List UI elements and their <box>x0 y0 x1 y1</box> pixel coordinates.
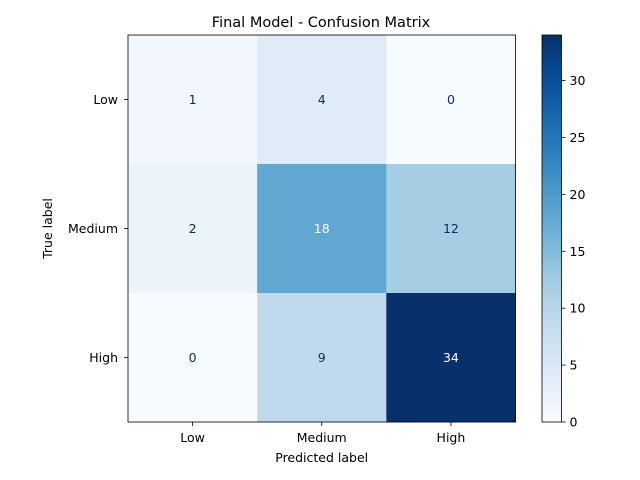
chart-title: Final Model - Confusion Matrix <box>212 15 431 31</box>
x-axis-ticks: Low Medium High <box>180 422 465 445</box>
heatmap-cell-2-0 <box>128 293 258 423</box>
heatmap-cell-2-2 <box>386 293 516 423</box>
cell-value-0-2: 0 <box>447 92 455 107</box>
y-tick-label: Medium <box>68 221 118 236</box>
colorbar-tick-label: 20 <box>570 187 586 202</box>
cell-value-1-2: 12 <box>443 221 459 236</box>
x-axis-label: Predicted label <box>275 450 368 465</box>
colorbar-tick-label: 5 <box>570 358 578 373</box>
heatmap-cell-0-1 <box>257 35 387 165</box>
x-tick-label: Low <box>180 430 205 445</box>
heatmap-cell-0-0 <box>128 35 258 165</box>
heatmap-cell-1-1 <box>257 164 387 294</box>
colorbar-tick-label: 15 <box>570 244 586 259</box>
colorbar <box>541 34 562 423</box>
heatmap-cell-1-2 <box>386 164 516 294</box>
colorbar-tick-label: 25 <box>570 130 586 145</box>
y-axis-ticks: Low Medium High <box>68 92 128 365</box>
colorbar-tick-label: 10 <box>570 301 586 316</box>
y-tick-label: High <box>89 350 118 365</box>
cell-value-0-0: 1 <box>189 92 197 107</box>
colorbar-tick-label: 30 <box>570 73 586 88</box>
colorbar-tick-label: 0 <box>570 415 578 430</box>
y-tick-label: Low <box>93 92 118 107</box>
x-tick-label: Medium <box>297 430 347 445</box>
heatmap-cell-0-2 <box>386 35 516 165</box>
cell-value-2-0: 0 <box>189 350 197 365</box>
y-axis-label: True label <box>40 198 55 260</box>
cell-value-1-0: 2 <box>189 221 197 236</box>
heatmap-cells <box>128 35 516 423</box>
cell-value-2-2: 34 <box>443 350 459 365</box>
x-tick-label: High <box>437 430 466 445</box>
cell-value-2-1: 9 <box>318 350 326 365</box>
cell-value-0-1: 4 <box>318 92 326 107</box>
heatmap-cell-2-1 <box>257 293 387 423</box>
cell-value-labels: 1 4 0 2 18 12 0 9 34 <box>189 92 459 365</box>
colorbar-ticks: 0 5 10 15 20 25 30 <box>561 73 586 430</box>
cell-value-1-1: 18 <box>314 221 330 236</box>
heatmap-cell-1-0 <box>128 164 258 294</box>
